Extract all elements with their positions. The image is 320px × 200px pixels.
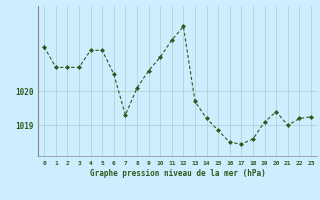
- X-axis label: Graphe pression niveau de la mer (hPa): Graphe pression niveau de la mer (hPa): [90, 169, 266, 178]
